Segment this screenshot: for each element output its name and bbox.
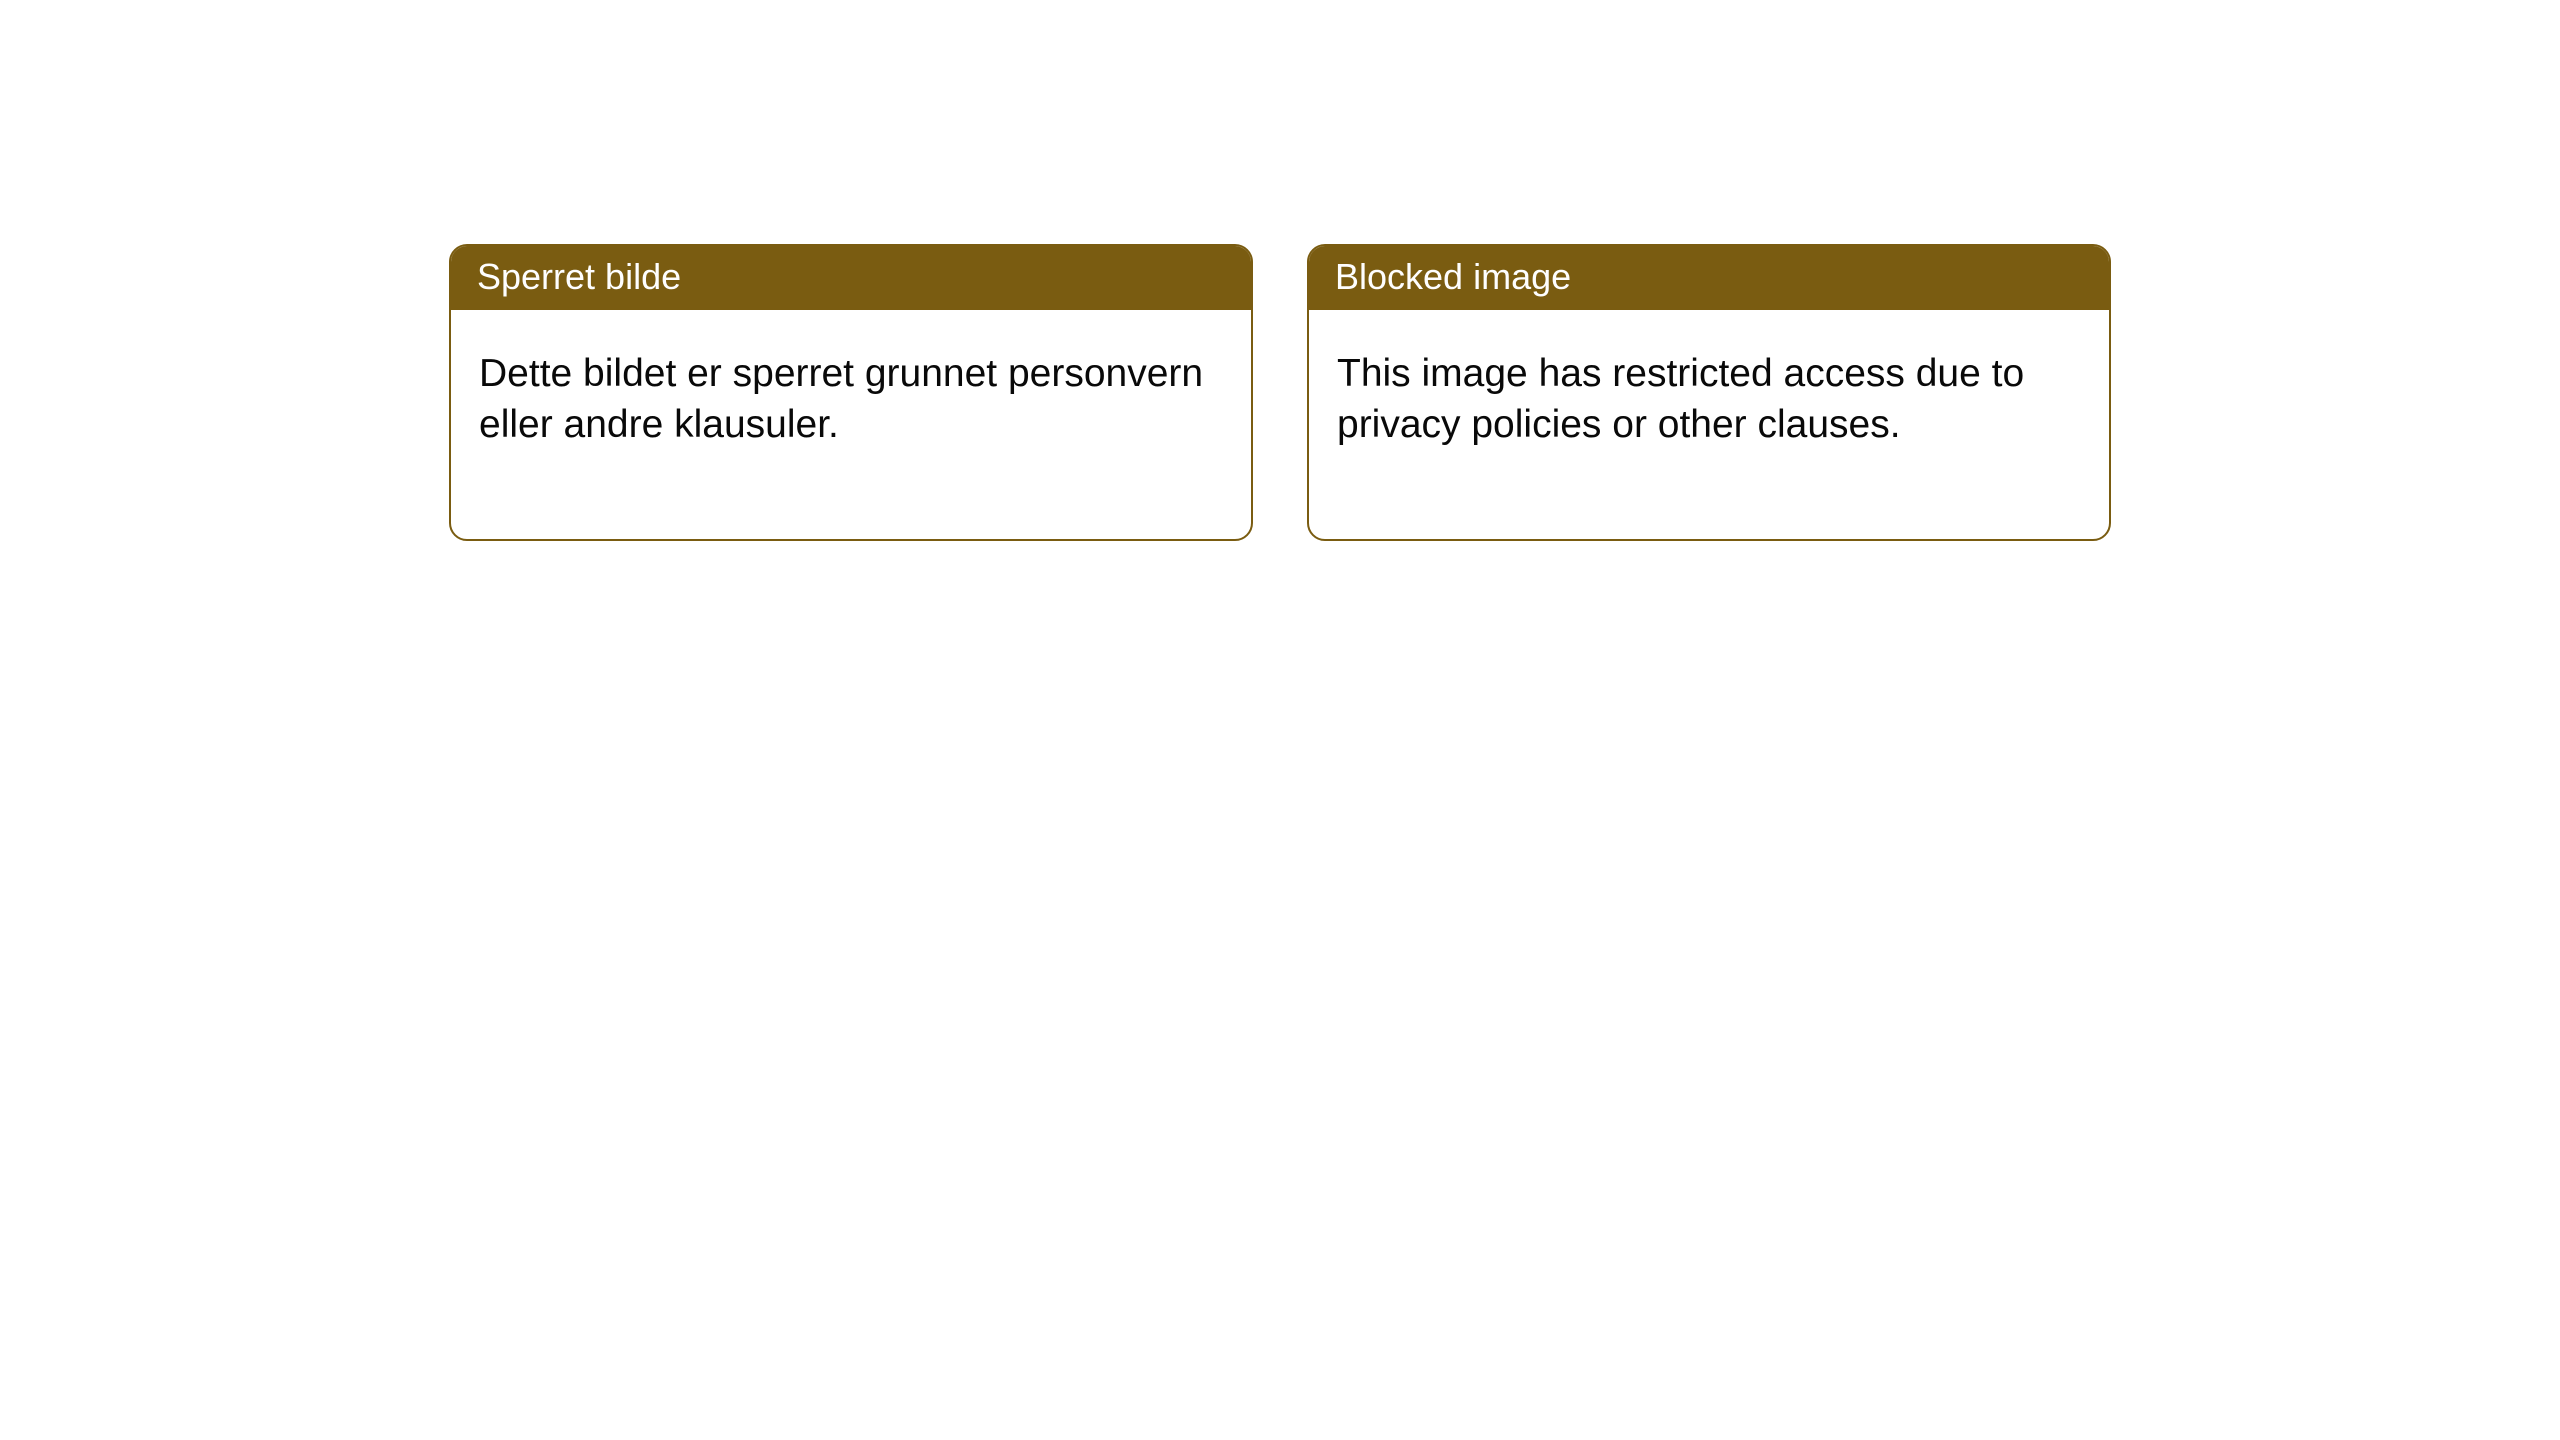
blocked-image-card-norwegian: Sperret bilde Dette bildet er sperret gr…	[449, 244, 1253, 541]
card-message: Dette bildet er sperret grunnet personve…	[479, 352, 1203, 446]
card-title: Blocked image	[1335, 256, 1571, 297]
notice-container: Sperret bilde Dette bildet er sperret gr…	[0, 0, 2560, 541]
card-header: Sperret bilde	[451, 246, 1251, 310]
card-message: This image has restricted access due to …	[1337, 352, 2024, 446]
card-body: Dette bildet er sperret grunnet personve…	[451, 310, 1251, 539]
card-header: Blocked image	[1309, 246, 2109, 310]
blocked-image-card-english: Blocked image This image has restricted …	[1307, 244, 2111, 541]
card-body: This image has restricted access due to …	[1309, 310, 2109, 539]
card-title: Sperret bilde	[477, 256, 681, 297]
